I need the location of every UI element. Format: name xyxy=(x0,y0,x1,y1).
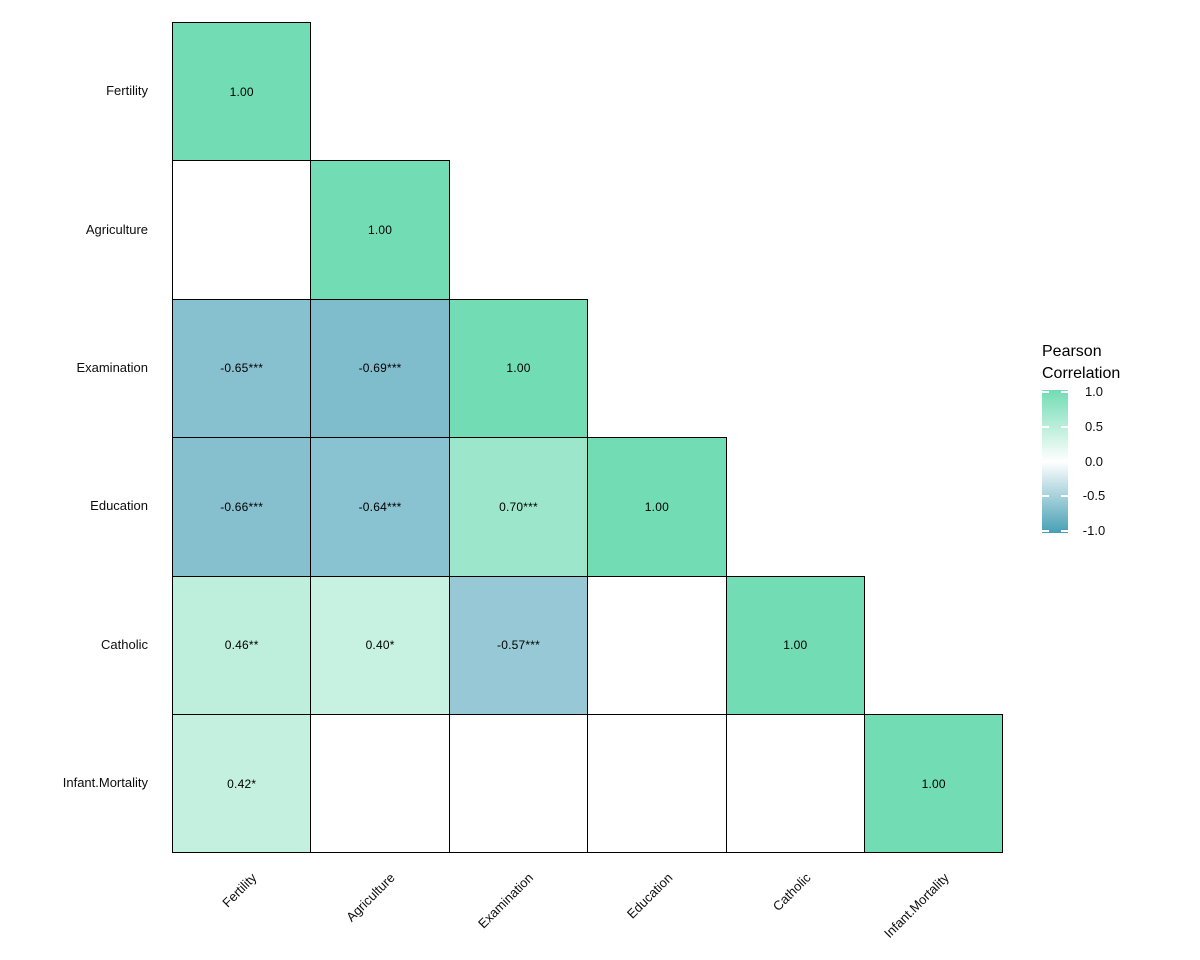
matrix-cell: 1.00 xyxy=(864,714,1004,854)
cell-value-label: 1.00 xyxy=(921,776,946,791)
cell-value-label: 1.00 xyxy=(368,223,393,238)
x-axis-label: Catholic xyxy=(769,870,814,914)
cell-value-label: 0.42* xyxy=(227,776,257,791)
y-axis-label: Fertility xyxy=(106,83,148,99)
legend-tick-mark xyxy=(1061,425,1068,428)
legend-tick-mark xyxy=(1061,530,1068,532)
legend-colorbar xyxy=(1042,390,1068,533)
matrix-cell xyxy=(725,714,865,854)
matrix-cell: -0.57*** xyxy=(448,575,589,715)
legend-tick-label: 0.5 xyxy=(1084,418,1104,434)
cell-value-label: -0.65*** xyxy=(220,361,264,376)
matrix-cell: 1.00 xyxy=(587,437,727,577)
y-axis-label: Catholic xyxy=(101,636,148,652)
cell-value-label: 1.00 xyxy=(783,638,808,653)
legend-tick-label: -0.5 xyxy=(1082,488,1106,504)
legend-tick-mark xyxy=(1042,391,1049,393)
cell-value-label: 0.70*** xyxy=(499,499,538,514)
y-axis-label: Examination xyxy=(76,360,148,375)
legend-title-line-1: Pearson xyxy=(1042,343,1102,360)
matrix-cell: -0.65*** xyxy=(172,298,312,439)
cell-value-label: 1.00 xyxy=(229,84,254,99)
x-axis-label: Examination xyxy=(475,870,537,932)
legend-tick-mark xyxy=(1061,495,1068,498)
legend-tick-label: 0.0 xyxy=(1084,453,1104,469)
x-axis-label: Infant.Mortality xyxy=(880,870,952,941)
matrix-cell: 1.00 xyxy=(725,575,865,715)
y-axis-label: Agriculture xyxy=(85,221,148,237)
x-axis-label: Agriculture xyxy=(343,870,399,925)
matrix-cell: 0.46** xyxy=(172,575,312,715)
cell-value-label: 0.46** xyxy=(224,638,259,653)
x-axis-label: Education xyxy=(623,870,676,922)
cell-value-label: 1.00 xyxy=(644,499,669,514)
legend-title-line-2: Correlation xyxy=(1042,365,1121,382)
matrix-cell xyxy=(172,160,312,300)
legend-tick-label: -1.0 xyxy=(1082,523,1106,538)
matrix-cell: -0.64*** xyxy=(310,437,450,577)
legend-tick-mark xyxy=(1061,391,1068,393)
matrix-cell: 1.00 xyxy=(310,160,450,300)
cell-value-label: 1.00 xyxy=(506,361,531,376)
matrix-cell xyxy=(448,714,589,854)
legend-tick-mark xyxy=(1061,460,1068,463)
legend-tick-mark xyxy=(1042,425,1049,428)
legend-tick-mark xyxy=(1042,495,1049,498)
legend-title: Pearson Correlation xyxy=(1042,341,1120,385)
x-axis-label: Fertility xyxy=(219,870,260,911)
matrix-cell: 1.00 xyxy=(172,22,312,162)
cell-value-label: -0.57*** xyxy=(497,638,540,653)
matrix-cell: 0.70*** xyxy=(448,437,589,577)
cell-value-label: 0.40* xyxy=(365,638,395,653)
matrix-cell: -0.66*** xyxy=(172,437,312,577)
matrix-cell: 0.42* xyxy=(172,714,312,854)
cell-value-label: -0.69*** xyxy=(358,361,402,376)
cell-value-label: -0.64*** xyxy=(358,499,402,514)
matrix-cell xyxy=(310,714,450,854)
matrix-cell: -0.69*** xyxy=(310,298,450,439)
matrix-cell: 0.40* xyxy=(310,575,450,715)
matrix-cell: 1.00 xyxy=(448,298,589,439)
matrix-cell xyxy=(587,575,727,715)
legend-tick-mark xyxy=(1042,530,1049,532)
cell-value-label: -0.66*** xyxy=(220,499,264,514)
y-axis-label: Infant.Mortality xyxy=(62,775,148,791)
legend-tick-mark xyxy=(1042,460,1049,463)
y-axis-label: Education xyxy=(90,498,148,514)
matrix-cell xyxy=(587,714,727,854)
legend-tick-label: 1.0 xyxy=(1084,384,1104,399)
